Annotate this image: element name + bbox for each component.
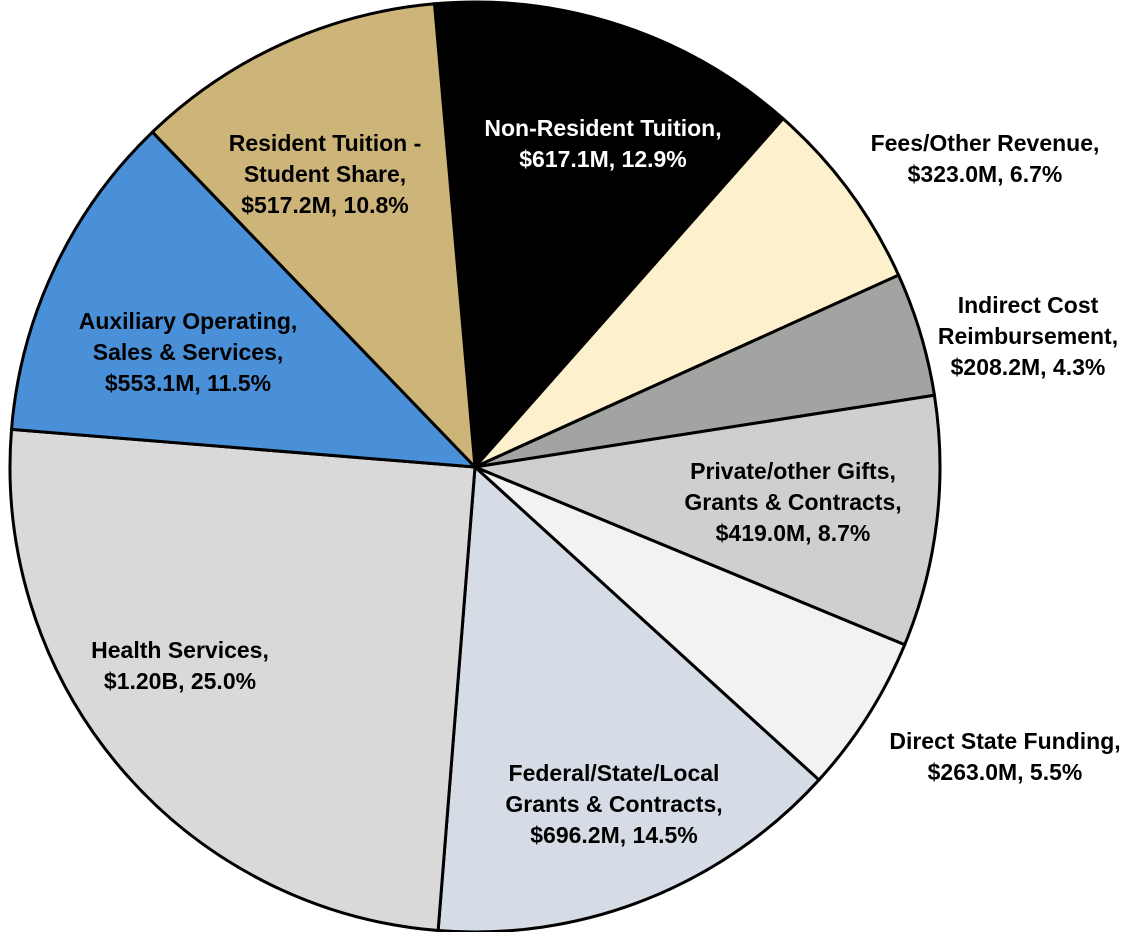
slice-label: Private/other Gifts, Grants & Contracts,… [658, 456, 928, 549]
value-label: $553.1M, 11.5% [104, 370, 272, 396]
slice-label: Direct State Funding, $263.0M, 5.5% [855, 726, 1145, 788]
value-label: $263.0M, 5.5% [927, 759, 1083, 785]
slice-label: Federal/State/Local Grants & Contracts, $… [494, 758, 734, 851]
category-label: Auxiliary Operating, Sales & Services, [78, 308, 298, 365]
slice-label: Auxiliary Operating, Sales & Services, $5… [53, 306, 323, 399]
pie-slice [473, 117, 901, 469]
slice-label: Fees/Other Revenue, $323.0M, 6.7% [835, 128, 1135, 190]
category-label: Non-Resident Tuition, [484, 115, 722, 141]
slice-label: Indirect Cost Reimbursement, $208.2M, 4.3… [928, 290, 1128, 383]
value-label: $617.1M, 12.9% [519, 146, 687, 172]
pie-slice [473, 465, 907, 782]
category-label: Fees/Other Revenue, [870, 130, 1100, 156]
pie-slice [432, 0, 785, 469]
category-label: Resident Tuition - Student Share, [228, 130, 422, 187]
value-label: $208.2M, 4.3% [950, 354, 1106, 380]
slice-label: Non-Resident Tuition, $617.1M, 12.9% [453, 113, 753, 175]
category-label: Federal/State/Local Grants & Contracts, [505, 760, 723, 817]
category-label: Health Services, [91, 637, 269, 663]
pie-slice [10, 130, 477, 469]
category-label: Private/other Gifts, Grants & Contracts, [684, 458, 902, 515]
pie-slice [473, 393, 942, 647]
value-label: $517.2M, 10.8% [241, 192, 409, 218]
value-label: $323.0M, 6.7% [907, 161, 1063, 187]
category-label: Indirect Cost Reimbursement, [937, 292, 1119, 349]
value-label: $696.2M, 14.5% [530, 822, 698, 848]
value-label: $1.20B, 25.0% [103, 668, 257, 694]
slice-label: Health Services, $1.20B, 25.0% [65, 635, 295, 697]
pie-slice [8, 427, 477, 932]
value-label: $419.0M, 8.7% [715, 520, 871, 546]
slice-label: Resident Tuition - Student Share, $517.2M… [205, 128, 445, 221]
pie-slice [150, 2, 477, 469]
category-label: Direct State Funding, [889, 728, 1121, 754]
